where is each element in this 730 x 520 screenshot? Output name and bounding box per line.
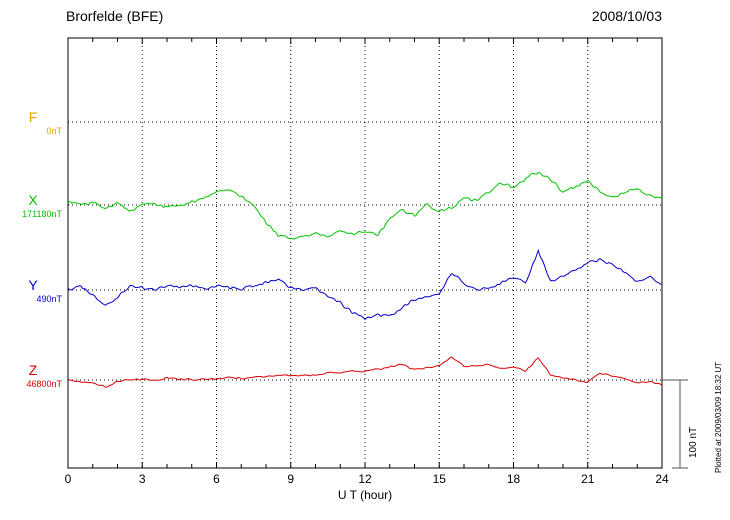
x-tick-label: 9 [287,472,295,486]
component-baseline-x: 171180nT [22,209,62,219]
component-baseline-z: 46800nT [26,379,62,389]
plot-date: 2008/10/03 [591,8,662,24]
component-label-x: X [28,192,38,208]
component-label-y: Y [28,277,38,293]
plotted-at-note: Plotted at 2009/03/09 18:32 UT [714,361,723,473]
trace-x [67,171,663,240]
x-tick-label: 15 [432,472,446,486]
x-tick-label: 24 [655,472,669,486]
component-baseline-f: 0nT [46,126,62,136]
x-tick-label: 18 [506,472,521,486]
trace-y [67,248,663,320]
x-tick-label: 0 [64,472,72,486]
station-title: Brorfelde (BFE) [66,8,164,24]
scale-bar-label: 100 nT [688,426,699,458]
trace-z [67,356,663,388]
x-tick-label: 6 [213,472,220,486]
x-tick-label: 21 [581,472,595,486]
component-label-f: F [28,109,38,125]
component-baseline-y: 490nT [36,294,62,304]
component-label-z: Z [28,362,38,378]
x-tick-label: 12 [358,472,372,486]
x-tick-label: 3 [138,472,146,486]
x-axis-title: U T (hour) [337,488,393,502]
